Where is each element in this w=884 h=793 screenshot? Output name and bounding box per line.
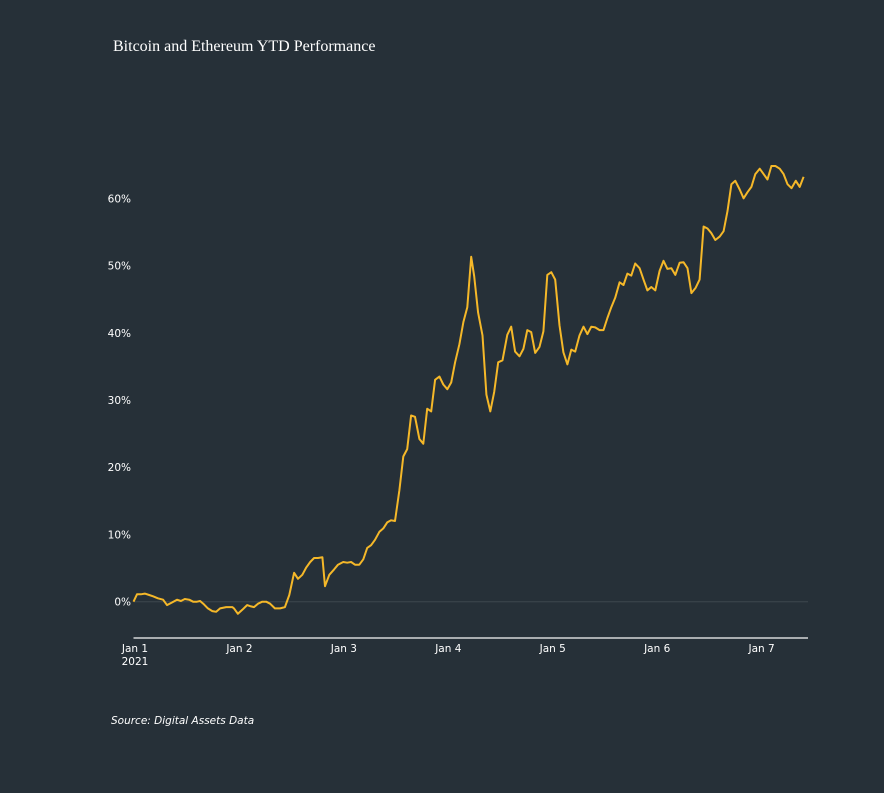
y-tick-label: 30% bbox=[108, 395, 131, 407]
y-tick-label: 0% bbox=[114, 597, 131, 609]
x-tick-label: Jan 7 bbox=[748, 643, 775, 655]
series-line-performance bbox=[132, 165, 805, 615]
y-tick-label: 20% bbox=[108, 462, 131, 474]
x-tick-label: Jan 2 bbox=[225, 643, 252, 655]
x-tick-label: Jan 5 bbox=[539, 643, 566, 655]
y-tick-label: 10% bbox=[108, 529, 131, 541]
x-tick-label: Jan 1 bbox=[121, 643, 148, 655]
y-tick-label: 60% bbox=[108, 193, 131, 205]
source-note: Source: Digital Assets Data bbox=[111, 715, 254, 727]
y-tick-label: 50% bbox=[108, 261, 131, 273]
y-axis: 0% 10% 20% 30% 40% 50% 60% bbox=[108, 193, 131, 608]
y-tick-label: 40% bbox=[108, 328, 131, 340]
chart-title: Bitcoin and Ethereum YTD Performance bbox=[113, 38, 375, 55]
x-tick-label: Jan 4 bbox=[434, 643, 462, 655]
x-tick-label: Jan 3 bbox=[330, 643, 357, 655]
x-tick-sublabel: 2021 bbox=[122, 656, 149, 668]
x-tick-label: Jan 6 bbox=[643, 643, 671, 655]
